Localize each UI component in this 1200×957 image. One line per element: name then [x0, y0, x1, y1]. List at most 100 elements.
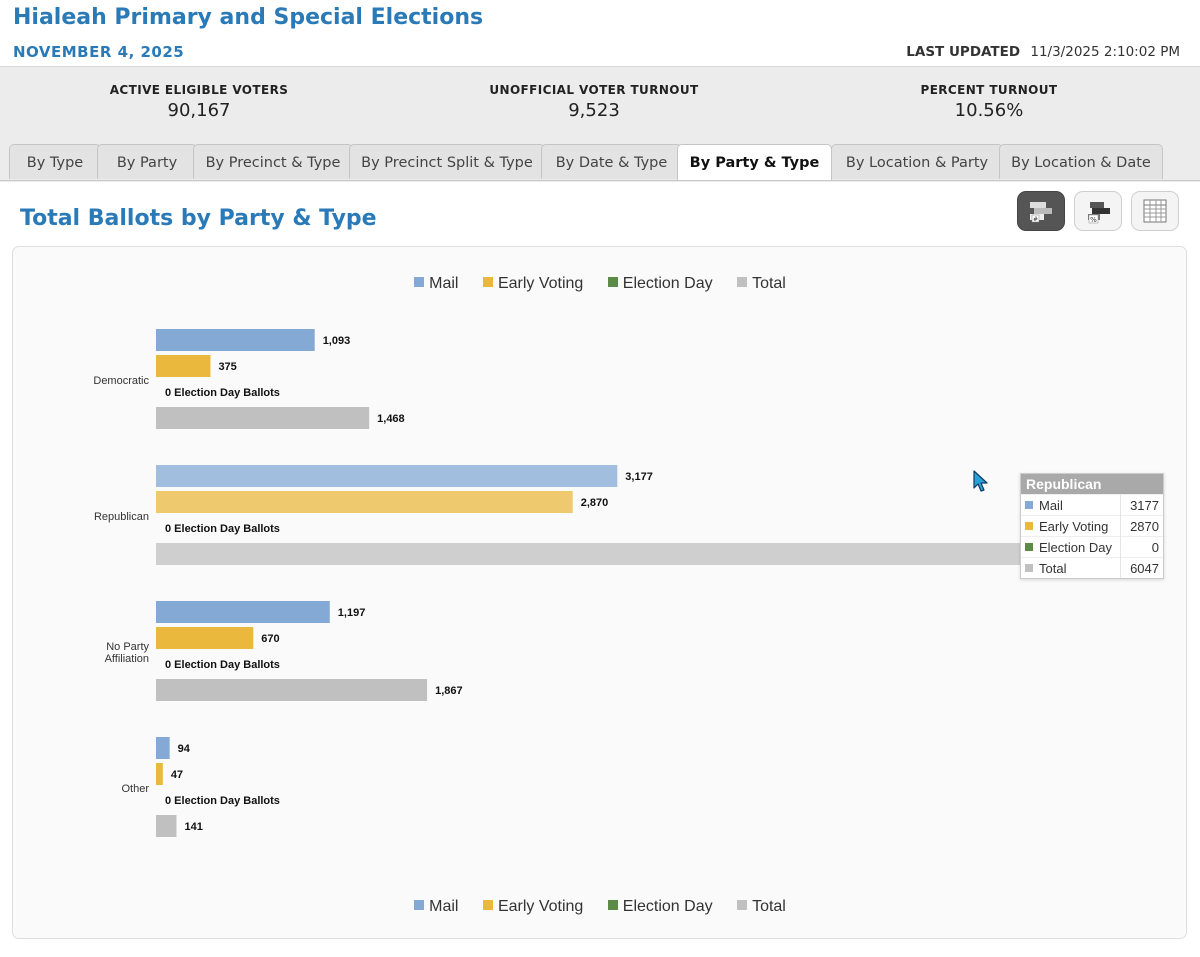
bar-mail[interactable] — [156, 329, 315, 351]
legend-swatch — [414, 899, 425, 910]
tooltip-table: Mail 3177 Early Voting 2870 Election Day 0 … — [1021, 494, 1163, 578]
data-label: 3,177 — [625, 471, 653, 483]
bar-early-voting[interactable] — [156, 491, 573, 513]
count-chart-button[interactable]: # — [1017, 191, 1065, 231]
legend-swatch — [482, 276, 493, 287]
legend-swatch — [414, 276, 425, 287]
tooltip-row: Mail 3177 — [1021, 494, 1163, 516]
tab-by-location-date[interactable]: By Location & Date — [999, 144, 1163, 179]
section-title: Total Ballots by Party & Type — [20, 206, 377, 231]
bar-mail[interactable] — [156, 465, 618, 487]
category-label: Affiliation — [105, 653, 149, 665]
legend-label: Early Voting — [497, 275, 584, 292]
tooltip-value: 0 — [1120, 536, 1163, 558]
tooltip-row: Total 6047 — [1021, 557, 1163, 578]
tooltip-label: Mail — [1039, 497, 1063, 513]
tab-by-precinct-split-type[interactable]: By Precinct Split & Type — [349, 144, 545, 179]
tooltip-label: Total — [1039, 560, 1067, 576]
legend-label: Total — [752, 275, 786, 292]
legend-item-total[interactable]: Total — [737, 898, 786, 916]
mouse-cursor-icon — [973, 470, 988, 492]
tab-by-precinct-type[interactable]: By Precinct & Type — [193, 144, 353, 179]
bar-mail[interactable] — [156, 601, 330, 623]
legend-item-total[interactable]: Total — [737, 275, 786, 293]
legend-label: Mail — [429, 898, 459, 915]
data-label: 1,468 — [377, 413, 405, 425]
legend-item-early-voting[interactable]: Early Voting — [482, 898, 584, 916]
chart-tooltip: Republican Mail 3177 Early Voting 2870 Ele… — [1020, 473, 1164, 579]
tab-by-location-party[interactable]: By Location & Party — [831, 144, 1003, 179]
last-updated-value: 11/3/2025 2:10:02 PM — [1030, 44, 1180, 60]
data-label: 0 Election Day Ballots — [165, 659, 280, 671]
stat-label: PERCENT TURNOUT — [920, 83, 1058, 97]
legend-swatch — [607, 899, 618, 910]
bar-early-voting[interactable] — [156, 763, 163, 785]
category-label: No Party — [106, 641, 149, 653]
stat-value: 90,167 — [167, 100, 231, 121]
legend-label: Early Voting — [497, 898, 584, 915]
data-label: 141 — [184, 821, 202, 833]
election-date: NOVEMBER 4, 2025 — [13, 43, 185, 61]
data-label: 0 Election Day Ballots — [165, 523, 280, 535]
tooltip-row: Early Voting 2870 — [1021, 515, 1163, 537]
legend-label: Total — [752, 898, 786, 915]
last-updated-label: LAST UPDATED — [906, 44, 1021, 60]
legend-item-early-voting[interactable]: Early Voting — [482, 275, 584, 293]
tooltip-label: Election Day — [1039, 539, 1112, 555]
tab-by-date-type[interactable]: By Date & Type — [541, 144, 682, 179]
tab-bar: By Type By Party By Precinct & Type By P… — [0, 144, 1200, 181]
chart-legend-bottom: Mail Early Voting Election Day Total — [0, 898, 1200, 916]
data-label: 94 — [178, 743, 191, 755]
stat-voter-turnout: UNOFFICIAL VOTER TURNOUT 9,523 — [444, 83, 744, 121]
legend-item-election-day[interactable]: Election Day — [607, 275, 713, 293]
tooltip-title: Republican — [1021, 474, 1163, 494]
svg-text:#: # — [1033, 216, 1038, 223]
tab-by-party-type[interactable]: By Party & Type — [677, 144, 832, 181]
bar-early-voting[interactable] — [156, 355, 211, 377]
tab-by-type[interactable]: By Type — [9, 144, 101, 179]
data-label: 1,197 — [338, 607, 366, 619]
last-updated: LAST UPDATED 11/3/2025 2:10:02 PM — [906, 44, 1180, 60]
legend-label: Election Day — [622, 275, 713, 292]
legend-item-mail[interactable]: Mail — [414, 898, 458, 916]
tab-divider — [0, 180, 1200, 181]
bar-early-voting[interactable] — [156, 627, 254, 649]
tooltip-value: 3177 — [1120, 494, 1163, 516]
data-label: 1,867 — [435, 685, 463, 697]
legend-label: Election Day — [622, 898, 713, 915]
table-view-button[interactable] — [1131, 191, 1179, 231]
count-chart-icon: # — [1030, 202, 1052, 223]
page-title: Hialeah Primary and Special Elections — [13, 5, 484, 30]
tooltip-label: Early Voting — [1039, 518, 1109, 534]
stat-label: ACTIVE ELIGIBLE VOTERS — [109, 83, 289, 97]
legend-item-mail[interactable]: Mail — [414, 275, 458, 293]
stat-value: 9,523 — [568, 100, 620, 121]
data-label: 1,093 — [323, 335, 351, 347]
stat-percent-turnout: PERCENT TURNOUT 10.56% — [839, 83, 1139, 121]
category-label: Democratic — [93, 375, 149, 387]
legend-swatch — [737, 899, 748, 910]
legend-item-election-day[interactable]: Election Day — [607, 898, 713, 916]
bar-total[interactable] — [156, 815, 177, 837]
tooltip-row: Election Day 0 — [1021, 536, 1163, 558]
percent-chart-button[interactable]: % — [1074, 191, 1122, 231]
bar-mail[interactable] — [156, 737, 170, 759]
category-label: Other — [121, 783, 149, 795]
chart-legend-top: Mail Early Voting Election Day Total — [0, 275, 1200, 293]
table-view-icon — [1143, 199, 1167, 223]
data-label: 0 Election Day Ballots — [165, 387, 280, 399]
tooltip-value: 2870 — [1120, 515, 1163, 537]
data-label: 0 Election Day Ballots — [165, 795, 280, 807]
bar-total[interactable] — [156, 679, 428, 701]
bar-total[interactable] — [156, 407, 370, 429]
stat-value: 10.56% — [954, 100, 1024, 121]
legend-swatch — [482, 899, 493, 910]
tooltip-value: 6047 — [1120, 557, 1163, 578]
legend-swatch — [607, 276, 618, 287]
percent-chart-icon: % — [1088, 202, 1110, 224]
category-label: Republican — [94, 511, 149, 523]
legend-swatch — [737, 276, 748, 287]
bar-total[interactable] — [156, 543, 1034, 565]
data-label: 47 — [171, 769, 183, 781]
